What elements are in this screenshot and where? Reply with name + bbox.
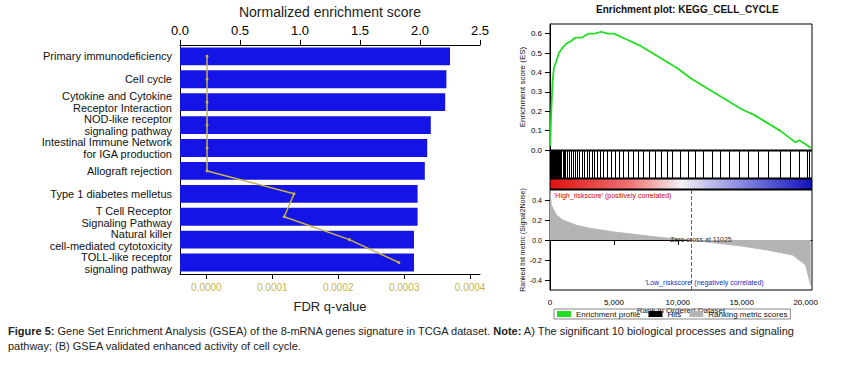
svg-text:T Cell Receptor: T Cell Receptor <box>96 205 173 217</box>
svg-text:Zero cross at 11025: Zero cross at 11025 <box>670 236 732 243</box>
svg-text:0.0001: 0.0001 <box>257 282 288 293</box>
svg-text:0.0004: 0.0004 <box>455 282 486 293</box>
svg-text:FDR q-value: FDR q-value <box>294 299 367 314</box>
svg-text:Ranked list metric (Signal2Noi: Ranked list metric (Signal2Noise) <box>519 188 527 291</box>
svg-text:for IGA production: for IGA production <box>83 148 172 160</box>
svg-text:Normalized enrichment score: Normalized enrichment score <box>239 4 421 20</box>
svg-text:Ranking metric scores: Ranking metric scores <box>708 310 787 319</box>
svg-text:Signaling Pathway: Signaling Pathway <box>81 216 172 229</box>
svg-text:2.5: 2.5 <box>471 23 489 38</box>
svg-text:5,000: 5,000 <box>604 298 625 307</box>
svg-text:10,000: 10,000 <box>666 298 691 307</box>
svg-text:Enrichment profile: Enrichment profile <box>576 310 641 319</box>
svg-text:Hits: Hits <box>667 310 681 319</box>
svg-text:0.0: 0.0 <box>531 146 543 155</box>
svg-text:'High_riskscore' (positively c: 'High_riskscore' (positively correlated) <box>554 192 671 200</box>
svg-text:Allograft rejection: Allograft rejection <box>87 165 172 177</box>
svg-text:-0.4: -0.4 <box>530 277 542 284</box>
svg-text:0.4: 0.4 <box>532 197 542 204</box>
svg-text:15,000: 15,000 <box>729 298 754 307</box>
svg-text:1.0: 1.0 <box>291 23 309 38</box>
svg-text:Enrichment plot: KEGG_CELL_CYC: Enrichment plot: KEGG_CELL_CYCLE <box>596 4 779 15</box>
svg-text:0.5: 0.5 <box>231 23 249 38</box>
svg-text:0.2: 0.2 <box>532 217 542 224</box>
svg-text:Intestinal Immune Network: Intestinal Immune Network <box>42 136 173 148</box>
svg-text:0.6: 0.6 <box>531 29 543 38</box>
svg-text:signaling pathway: signaling pathway <box>84 125 172 138</box>
svg-text:0.0: 0.0 <box>532 237 542 244</box>
svg-text:0.0000: 0.0000 <box>191 282 222 293</box>
svg-text:signaling pathway: signaling pathway <box>85 263 173 275</box>
svg-text:Receptor Interaction: Receptor Interaction <box>72 102 172 115</box>
svg-text:-0.2: -0.2 <box>530 257 542 264</box>
svg-text:NOD-like receptor: NOD-like receptor <box>84 113 172 125</box>
svg-text:Type 1 diabetes melletus: Type 1 diabetes melletus <box>50 188 172 200</box>
svg-text:Cell cycle: Cell cycle <box>125 73 172 85</box>
svg-text:Natural killer: Natural killer <box>111 228 172 240</box>
svg-text:0.3: 0.3 <box>531 87 543 96</box>
svg-text:Cytokine and Cytokine: Cytokine and Cytokine <box>62 90 172 102</box>
svg-text:cell-mediated cytotoxicity: cell-mediated cytotoxicity <box>49 239 172 252</box>
svg-text:0.4: 0.4 <box>531 68 543 77</box>
svg-text:Primary immunodeficiency: Primary immunodeficiency <box>43 50 172 62</box>
svg-text:0.1: 0.1 <box>531 126 543 135</box>
html-text:Figure 5: Gene Set Enrichment: Figure 5: Gene Set Enrichment Analysis (… <box>8 325 794 352</box>
svg-text:'Low_riskscore' (negatively co: 'Low_riskscore' (negatively correlated) <box>645 279 764 287</box>
svg-text:Enrichment score (ES): Enrichment score (ES) <box>518 46 527 127</box>
svg-text:0.2: 0.2 <box>531 107 543 116</box>
svg-text:0.0002: 0.0002 <box>323 282 354 293</box>
svg-text:1.5: 1.5 <box>351 23 369 38</box>
svg-text:20,000: 20,000 <box>793 298 818 307</box>
svg-text:0.0003: 0.0003 <box>389 282 420 293</box>
svg-text:0.5: 0.5 <box>531 49 543 58</box>
svg-text:2.0: 2.0 <box>411 23 429 38</box>
svg-text:TOLL-like receptor: TOLL-like receptor <box>81 251 172 263</box>
svg-text:0.0: 0.0 <box>171 23 189 38</box>
svg-text:0: 0 <box>548 298 553 307</box>
